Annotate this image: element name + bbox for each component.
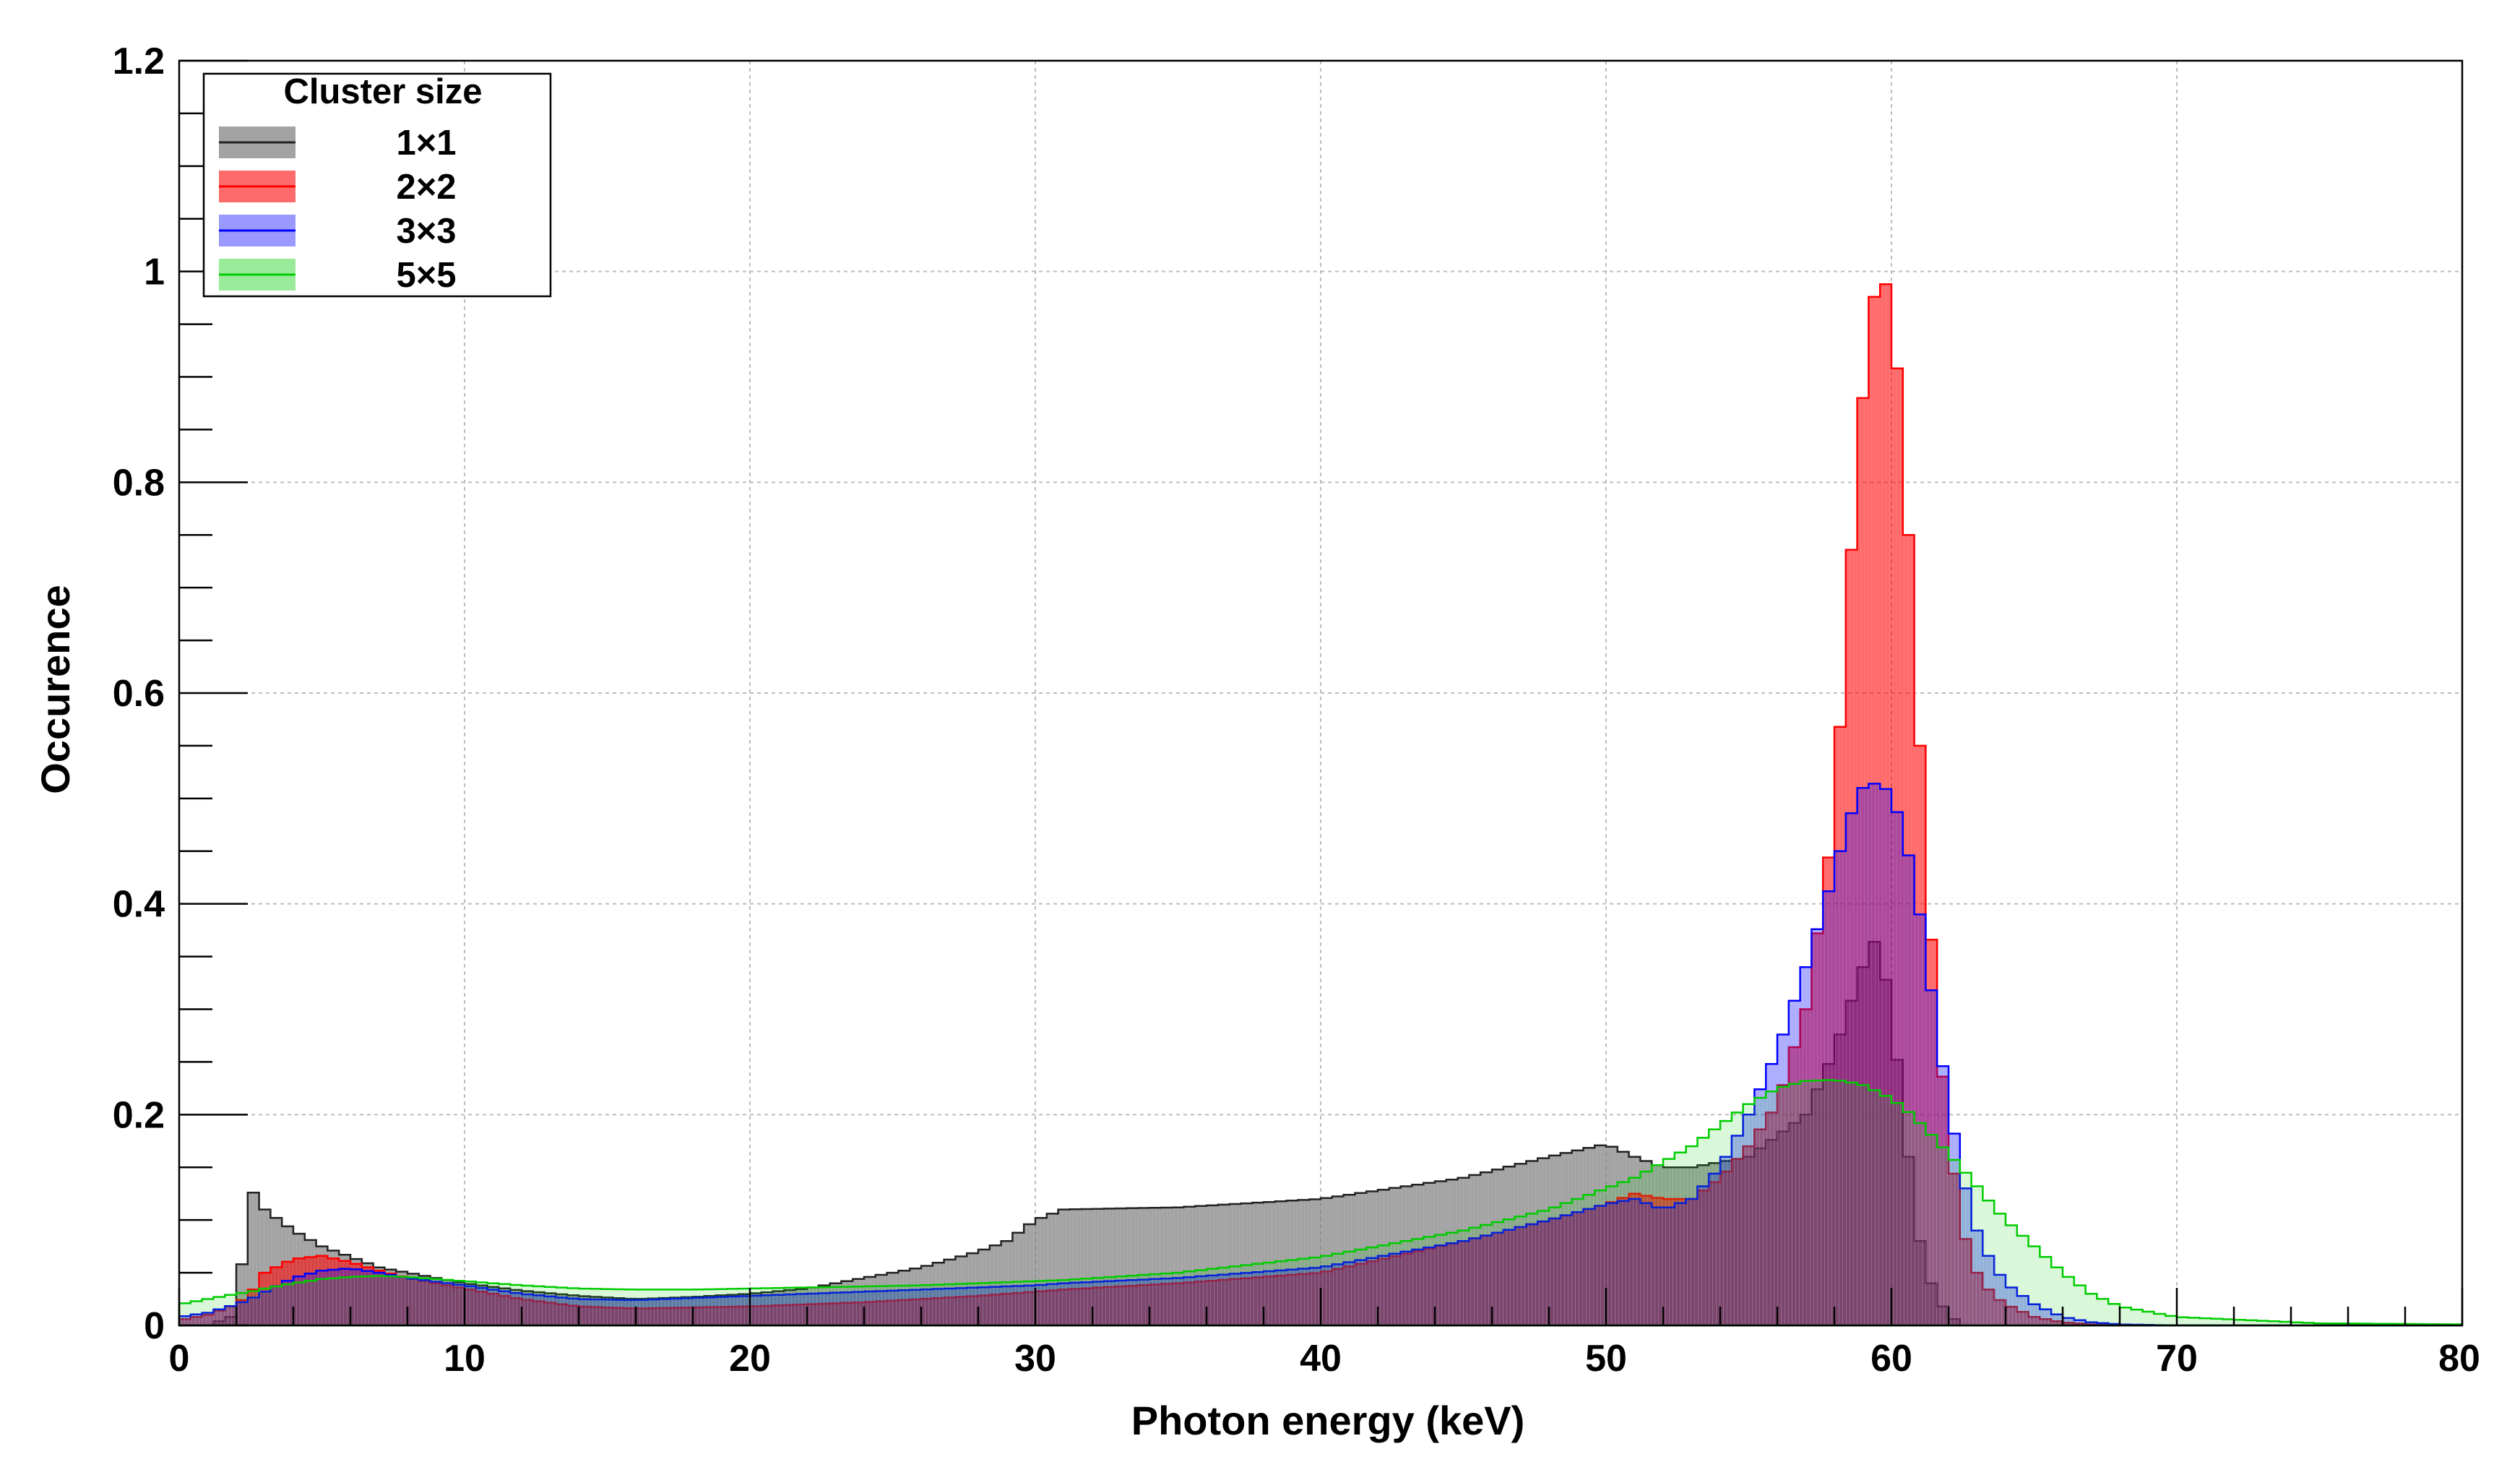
y-tick-label: 0.6	[113, 673, 165, 715]
legend-entry: 1×1	[219, 124, 457, 163]
y-tick-label: 0.2	[113, 1094, 165, 1136]
x-tick-label: 0	[169, 1338, 190, 1380]
legend-entry: 2×2	[219, 168, 457, 207]
y-tick-label: 0.4	[113, 884, 165, 926]
x-tick-label: 60	[1870, 1338, 1912, 1380]
legend-label: 3×3	[396, 212, 456, 251]
legend-label: 1×1	[396, 124, 456, 163]
legend-entry: 3×3	[219, 212, 457, 251]
series-4	[178, 1079, 2464, 1327]
x-tick-label: 10	[444, 1338, 486, 1380]
x-tick-label: 50	[1585, 1338, 1627, 1380]
x-tick-label: 70	[2156, 1338, 2198, 1380]
y-tick-label: 1.2	[113, 40, 165, 82]
axes-layer: 0 10 20 30 40 50 60 70 80 0 0.2 0.4 0.6 0.8 1 1.2	[113, 40, 2480, 1380]
x-tick-label: 80	[2438, 1338, 2480, 1380]
y-tick-label: 1	[144, 251, 165, 293]
x-tick-label: 30	[1014, 1338, 1056, 1380]
x-tick-label: 20	[729, 1338, 771, 1380]
legend-entry: 5×5	[219, 256, 457, 295]
legend-title: Cluster size	[283, 72, 482, 111]
y-axis-label: Occurence	[33, 585, 78, 794]
y-tick-label: 0	[144, 1305, 165, 1347]
x-tick-label: 40	[1300, 1338, 1342, 1380]
series-hatch	[179, 1080, 2462, 1325]
y-tick-label: 0.8	[113, 462, 165, 504]
x-axis-label: Photon energy (keV)	[1131, 1398, 1525, 1443]
series-line	[178, 1079, 2464, 1327]
series-layer	[178, 283, 2464, 1327]
legend-label: 5×5	[396, 256, 456, 295]
legend-frame	[202, 72, 552, 298]
legend: Cluster size 1×1 2×2 3×3 5×5	[202, 72, 552, 298]
legend-label: 2×2	[396, 168, 456, 207]
